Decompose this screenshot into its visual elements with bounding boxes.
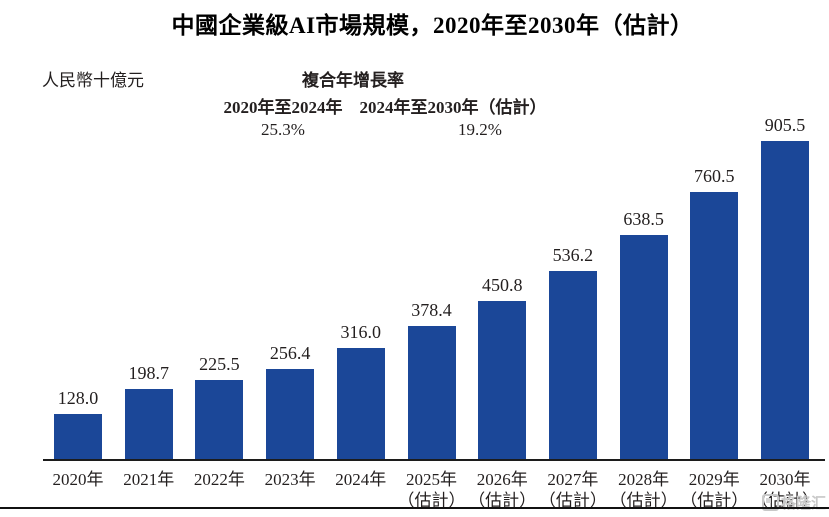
watermark: 格隆汇: [761, 492, 826, 513]
bar-2021: [124, 389, 173, 459]
x-axis-label: 2029年: [688, 470, 740, 489]
x-axis-label: 2028年: [618, 470, 670, 489]
bar-value-label: 760.5: [694, 166, 735, 186]
cagr-period-1-label: 2020年至2024年: [223, 98, 343, 117]
bar-2029: [690, 192, 739, 459]
x-axis-sublabel: （估計）: [397, 491, 466, 510]
bar-2022: [195, 380, 244, 459]
bar-2024: [336, 348, 385, 459]
cagr-period-2-label: 2024年至2030年（估計）: [359, 98, 547, 117]
x-axis-label: 2030年: [759, 470, 811, 489]
x-axis-label: 2022年: [193, 470, 245, 489]
cagr-header: 複合年增長率: [302, 71, 404, 90]
bar-2026: [478, 301, 527, 459]
bar-2020: [54, 414, 102, 459]
x-axis-label: 2024年: [335, 470, 387, 489]
x-axis-label: 2025年: [406, 470, 457, 489]
bar-value-label: 256.4: [269, 343, 311, 363]
bar-value-label: 128.0: [57, 388, 99, 408]
x-axis-label: 2023年: [264, 470, 316, 489]
bar-value-label: 638.5: [623, 209, 664, 229]
bar-value-label: 536.2: [552, 245, 594, 265]
bar-value-label: 905.5: [764, 115, 806, 135]
x-axis-label: 2021年: [123, 470, 175, 489]
bar-2023: [266, 369, 315, 459]
page-bottom-rule: [0, 507, 829, 509]
watermark-logo-icon: [761, 494, 779, 511]
y-axis-unit-label: 人民幣十億元: [42, 71, 144, 90]
x-axis-sublabel: （估計）: [468, 491, 537, 510]
bar-2025: [407, 326, 456, 459]
x-axis-sublabel: （估計）: [680, 491, 749, 510]
bar-value-label: 225.5: [199, 354, 240, 374]
bar-value-label: 450.8: [481, 275, 523, 295]
cagr-period-2-value: 19.2%: [458, 120, 502, 139]
bar-2030: [761, 141, 809, 459]
chart-title: 中國企業級AI市場規模，2020年至2030年（估計）: [171, 13, 694, 38]
x-axis-sublabel: （估計）: [609, 491, 678, 510]
x-axis-label: 2020年: [52, 470, 104, 489]
bar-value-label: 378.4: [411, 300, 452, 320]
bar-value-label: 198.7: [128, 363, 169, 383]
x-axis-label: 2027年: [547, 470, 599, 489]
bar-value-label: 316.0: [340, 322, 382, 342]
bar-2027: [548, 271, 597, 459]
cagr-period-1-value: 25.3%: [261, 120, 305, 139]
watermark-text: 格隆汇: [780, 495, 826, 512]
x-axis-sublabel: （估計）: [538, 491, 607, 510]
bar-2028: [619, 235, 668, 459]
x-axis-label: 2026年: [476, 470, 528, 489]
x-axis-line: [43, 459, 825, 461]
